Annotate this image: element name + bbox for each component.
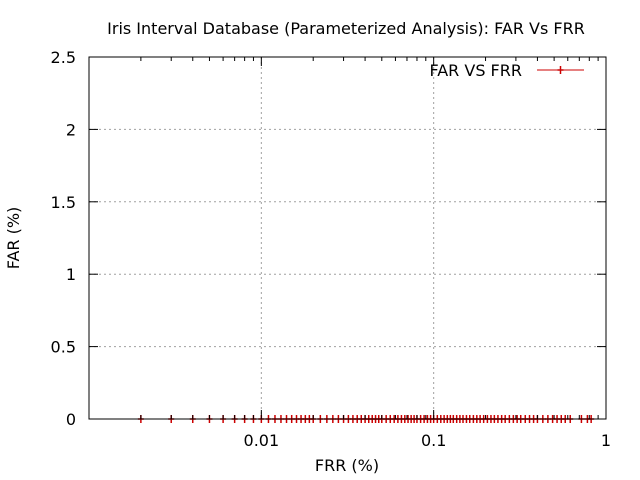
chart-title: Iris Interval Database (Parameterized An… [107,19,585,38]
axes [88,56,607,420]
y-axis-label: FAR (%) [4,207,23,270]
x-axis-label: FRR (%) [315,456,379,475]
y-tick-label: 1.5 [51,193,76,212]
y-tick-label: 2 [66,120,76,139]
y-tick-label: 1 [66,265,76,284]
plot-border [88,56,607,420]
legend-marker-sample [557,66,564,74]
y-tick-label: 2.5 [51,48,76,67]
x-tick-label: 0.1 [421,431,446,450]
legend: FAR VS FRR [429,61,584,80]
y-tick-label: 0 [66,410,76,429]
legend-label: FAR VS FRR [429,61,522,80]
grid [89,57,606,419]
ticks: 0 0.5 1 1.5 2 2.5 0.01 0.1 1 [51,48,612,450]
x-tick-label: 0.01 [244,431,280,450]
x-tick-label: 1 [601,431,611,450]
y-tick-label: 0.5 [51,338,76,357]
